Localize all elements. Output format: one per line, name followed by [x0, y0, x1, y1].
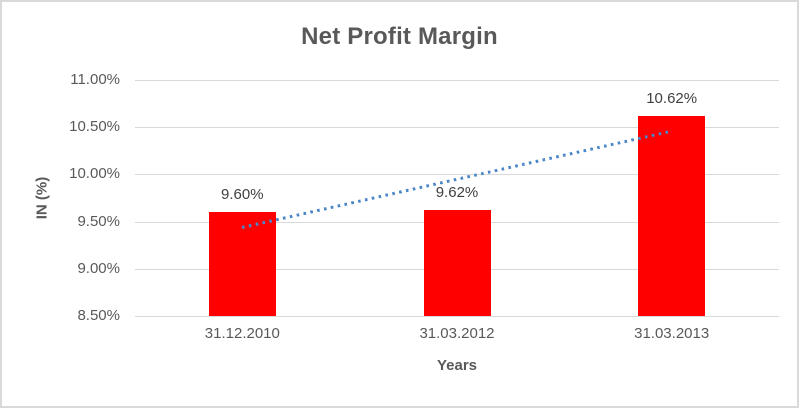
gridline: [135, 174, 779, 176]
bar-data-label: 9.62%: [435, 184, 479, 202]
y-tick-label: 10.00%: [69, 165, 120, 183]
bar-data-label: 10.62%: [646, 89, 698, 107]
x-category-label: 31.03.2013: [634, 325, 710, 342]
y-tick-label: 8.50%: [77, 307, 120, 324]
gridline: [135, 80, 779, 81]
chart-title: Net Profit Margin: [301, 23, 498, 50]
x-axis-title: Years: [436, 357, 478, 374]
y-tick-label: 9.50%: [77, 212, 120, 230]
y-tick-label: 9.00%: [77, 259, 120, 277]
y-tick-label: 11.00%: [70, 71, 120, 88]
bar: [638, 115, 706, 316]
y-tick-label: 10.50%: [69, 118, 120, 136]
gridline: [135, 127, 779, 129]
x-category-label: 31.12.2010: [204, 325, 280, 342]
bar: [423, 210, 491, 316]
bar: [208, 212, 276, 316]
plot-area: 9.60% 9.62% 10.62%: [135, 80, 779, 317]
gridline: [135, 316, 779, 317]
x-axis-category-labels: 31.12.2010 31.03.2012 31.03.2013: [135, 324, 779, 344]
x-category-label: 31.03.2012: [419, 325, 495, 342]
bar-data-label: 9.60%: [221, 186, 264, 204]
